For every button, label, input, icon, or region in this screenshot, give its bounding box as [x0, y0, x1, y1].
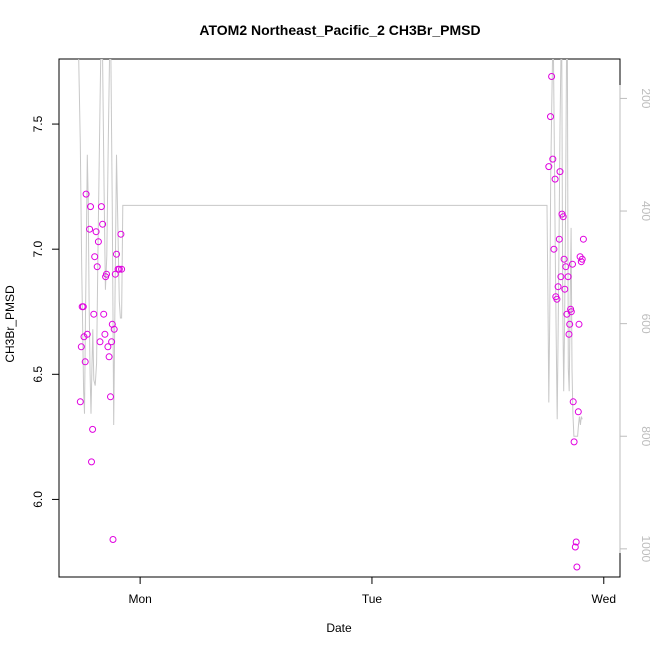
data-point [91, 253, 99, 261]
data-point [104, 343, 112, 351]
y-tick-label: 7.5 [31, 115, 45, 132]
data-point [89, 425, 97, 433]
data-point [549, 155, 557, 163]
data-point [86, 225, 94, 233]
data-point [96, 338, 104, 346]
data-point [565, 330, 573, 338]
data-point [109, 536, 117, 543]
right-tick-label: 400 [639, 201, 650, 221]
data-point [93, 263, 101, 271]
data-point [118, 265, 126, 273]
x-axis: Mon Tue Wed [128, 576, 616, 606]
line-layer [78, 59, 583, 437]
data-point [561, 285, 569, 293]
data-point [76, 398, 84, 406]
data-point [555, 235, 563, 243]
data-point [554, 283, 562, 291]
y-axis: 6.0 6.5 7.0 7.5 [31, 115, 60, 508]
data-point [569, 398, 577, 406]
data-point [572, 538, 580, 546]
x-tick-label: Tue [362, 592, 383, 606]
data-point [551, 175, 559, 183]
data-point [575, 320, 583, 328]
x-axis-label: Date [326, 621, 352, 635]
data-point [573, 563, 581, 571]
right-axis: 200 400 600 800 1000 [619, 85, 650, 563]
data-point [100, 310, 108, 318]
data-point [110, 325, 118, 333]
data-point [83, 330, 91, 338]
data-point [115, 265, 123, 273]
y-tick-label: 7.0 [31, 241, 45, 258]
data-point [567, 308, 575, 316]
x-tick-label: Wed [592, 592, 616, 606]
right-tick-label: 200 [639, 88, 650, 108]
data-point [90, 310, 98, 318]
data-point [560, 255, 568, 263]
data-point [574, 408, 582, 416]
x-tick-label: Mon [128, 592, 151, 606]
data-point [571, 543, 579, 551]
data-point [579, 235, 587, 243]
data-point [578, 255, 586, 263]
data-point [562, 263, 570, 271]
data-point [564, 273, 572, 281]
y-axis-label: CH3Br_PMSD [3, 285, 17, 363]
data-point [81, 358, 89, 366]
data-point [557, 273, 565, 281]
data-point [566, 320, 574, 328]
data-point [101, 330, 109, 338]
data-point [77, 343, 85, 351]
data-point [553, 295, 561, 303]
data-point [79, 303, 87, 311]
right-tick-label: 800 [639, 426, 650, 446]
data-point [570, 438, 578, 446]
data-point [113, 250, 120, 258]
data-point [107, 393, 114, 401]
data-point [550, 245, 558, 253]
y-tick-label: 6.0 [31, 491, 45, 508]
chart-title: ATOM2 Northeast_Pacific_2 CH3Br_PMSD [199, 22, 480, 38]
data-point [545, 163, 553, 171]
data-point [88, 458, 95, 466]
data-point [548, 73, 556, 80]
data-point [117, 230, 125, 238]
y-tick-label: 6.5 [31, 366, 45, 383]
data-point [559, 213, 567, 221]
data-point [92, 228, 100, 236]
depth-line [78, 59, 583, 437]
data-point [569, 260, 576, 268]
data-point [99, 220, 107, 228]
right-tick-label: 1000 [639, 535, 650, 562]
right-tick-label: 600 [639, 314, 650, 334]
plot-frame [58, 58, 621, 578]
data-point [108, 338, 116, 346]
data-point [82, 190, 90, 198]
data-point [103, 270, 110, 278]
data-point [105, 353, 113, 361]
points-layer [76, 73, 587, 571]
data-point [547, 113, 554, 121]
data-point [97, 203, 105, 211]
data-point [87, 203, 94, 211]
data-point [94, 238, 102, 246]
data-point [556, 168, 564, 176]
